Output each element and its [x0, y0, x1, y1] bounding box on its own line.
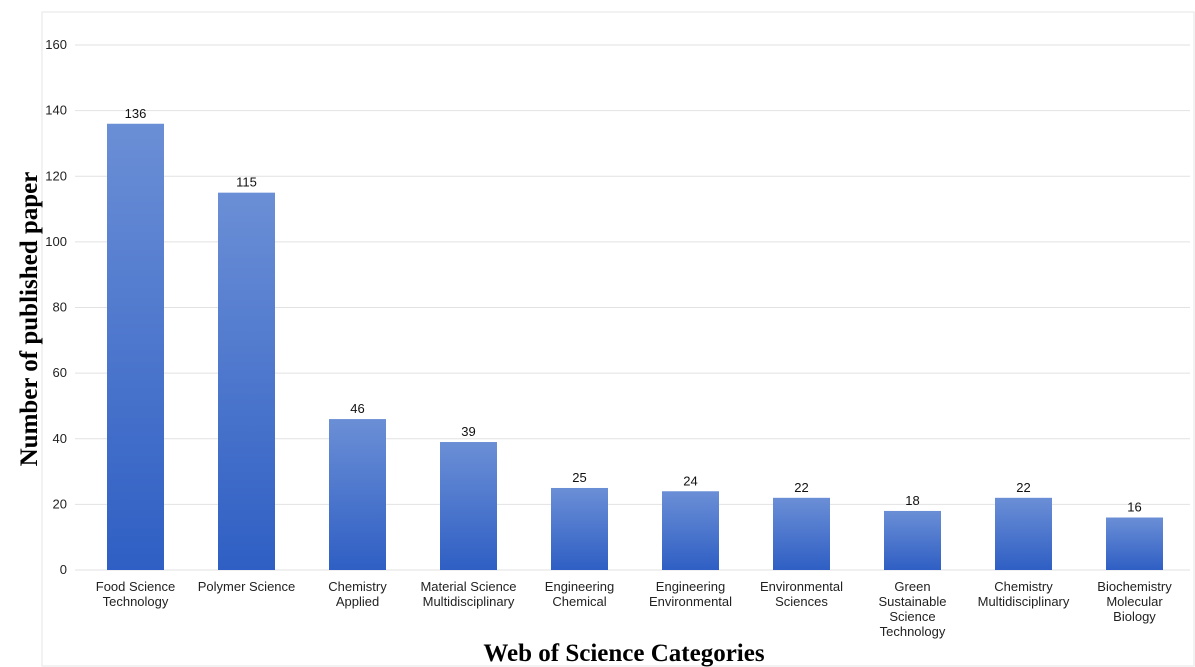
data-label: 39	[461, 424, 475, 439]
y-tick-label: 120	[45, 168, 67, 183]
y-tick-label: 40	[53, 431, 67, 446]
y-tick-label: 140	[45, 103, 67, 118]
bar	[884, 510, 941, 570]
bar	[995, 497, 1052, 570]
data-labels: 136 115 46 39 25 24 22 18 22 16	[125, 106, 1142, 515]
y-tick-label: 160	[45, 37, 67, 52]
category-label: Chemistry Applied	[328, 579, 387, 609]
data-label: 46	[350, 401, 364, 416]
data-label: 115	[236, 175, 257, 190]
category-label: Food Science Technology	[96, 579, 176, 609]
data-label: 136	[125, 106, 147, 121]
data-label: 24	[683, 473, 697, 488]
data-label: 22	[794, 480, 808, 495]
bar	[551, 487, 608, 570]
category-label: Chemistry Multidisciplinary	[978, 579, 1070, 609]
bar	[218, 192, 275, 570]
category-label: Environmental Sciences	[760, 579, 843, 609]
plot-border	[41, 11, 1195, 667]
category-labels: Food Science Technology Polymer Science Che…	[96, 579, 1172, 639]
category-label: Green Sustainable Science Technology	[879, 579, 947, 639]
bar	[329, 419, 386, 570]
data-label: 18	[905, 493, 919, 508]
y-tick-label: 60	[53, 365, 67, 380]
y-tick-label: 80	[53, 300, 67, 315]
bar	[107, 123, 164, 570]
y-axis-title: Number of published paper	[16, 172, 43, 467]
category-label: Engineering Environmental	[649, 579, 732, 609]
bar	[440, 442, 497, 570]
y-tick-label: 0	[60, 562, 67, 577]
category-label: Engineering Chemical	[545, 579, 614, 609]
y-tick-label: 20	[53, 496, 67, 511]
bar	[1106, 517, 1163, 570]
category-label: Biochemistry Molecular Biology	[1097, 579, 1172, 624]
data-label: 22	[1016, 480, 1030, 495]
bar	[773, 497, 830, 570]
category-label: Polymer Science	[198, 579, 296, 594]
category-label: Material Science Multidisciplinary	[420, 579, 516, 609]
bars	[107, 123, 1163, 570]
bar	[662, 491, 719, 570]
x-axis-title: Web of Science Categories	[483, 640, 764, 667]
y-tick-labels: 0 20 40 60 80 100 120 140 160	[45, 37, 67, 577]
data-label: 25	[572, 470, 586, 485]
data-label: 16	[1127, 500, 1141, 515]
y-tick-label: 100	[45, 234, 67, 249]
